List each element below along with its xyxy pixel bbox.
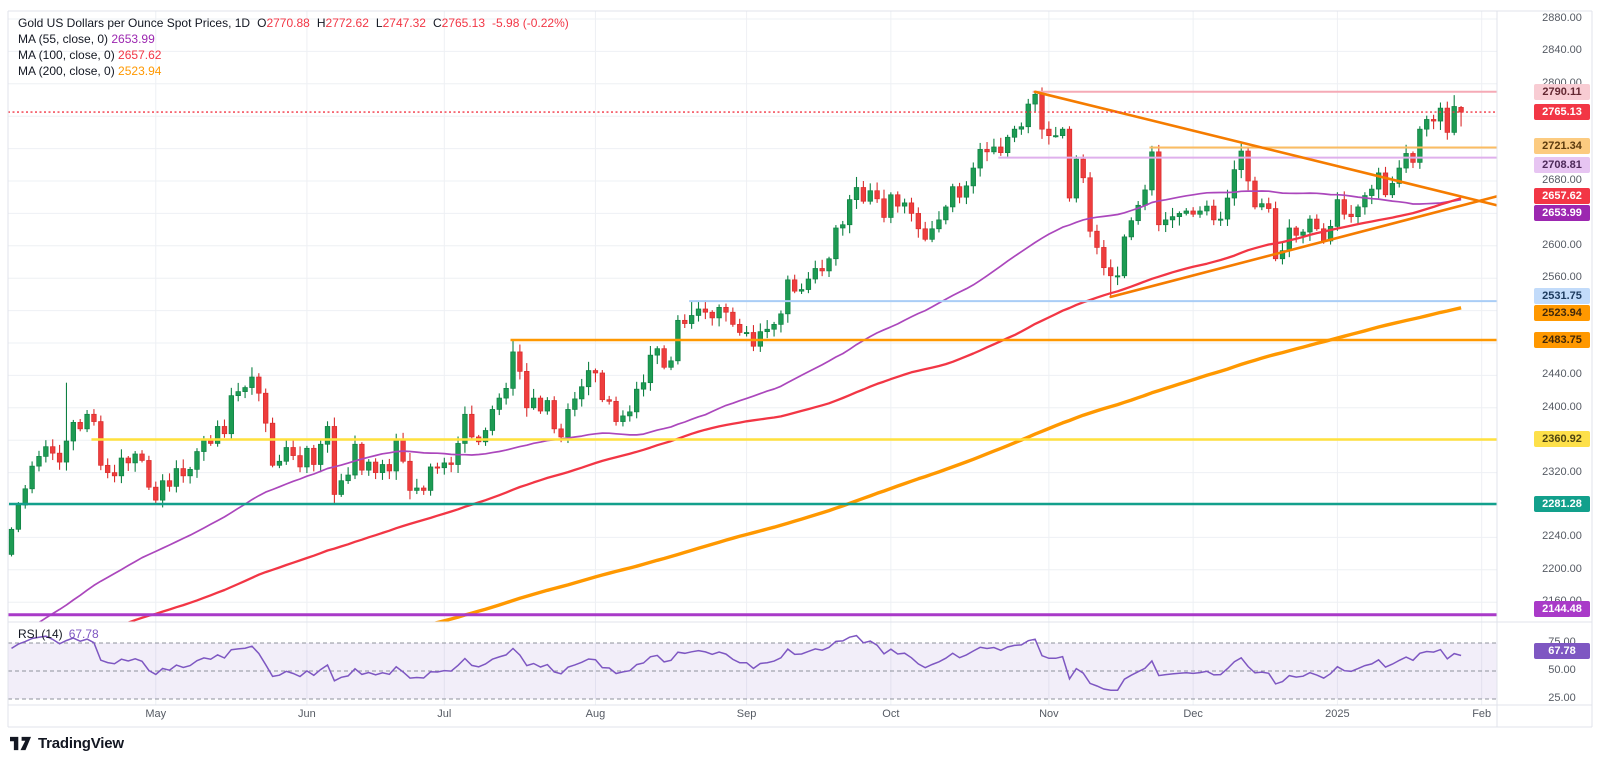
price-badge-level-2281.28: 2281.28	[1534, 495, 1590, 512]
price-tick-label: 2320.00	[1542, 465, 1582, 478]
time-tick-label: Oct	[882, 708, 900, 720]
rsi-tick-label: 50.00	[1548, 664, 1576, 676]
price-tick-label: 2240.00	[1542, 530, 1582, 543]
rsi-legend[interactable]: RSI (14) 67.78	[18, 627, 99, 641]
tradingview-logo-text: TradingView	[38, 735, 124, 752]
price-tick-label: 2680.00	[1542, 174, 1582, 186]
rsi-tick-label: 25.00	[1548, 692, 1576, 704]
price-badge-ma200: 2523.94	[1534, 305, 1590, 322]
ma200-line	[432, 306, 1462, 622]
time-tick-label: Sep	[736, 708, 757, 720]
ma-legend-value: 2653.99	[108, 32, 155, 46]
ma-legend-value: 2657.62	[114, 48, 162, 62]
price-tick-label: 2440.00	[1542, 368, 1582, 381]
ma-legend-label: MA (200, close, 0)	[18, 64, 115, 78]
symbol-legend: Gold US Dollars per Ounce Spot Prices, 1…	[18, 15, 569, 79]
price-badge-current: 2765.13	[1534, 104, 1590, 121]
price-badge-level-2721.34: 2721.34	[1534, 137, 1590, 154]
price-badge-level-2360.92: 2360.92	[1534, 431, 1590, 448]
open-value: 2770.88	[266, 16, 310, 30]
time-tick-label: 2025	[1325, 708, 1350, 720]
time-tick-label: Jun	[298, 708, 316, 720]
close-value: 2765.13	[441, 16, 486, 30]
ma-legend-row-3[interactable]: MA (200, close, 0) 2523.94	[18, 63, 569, 79]
time-tick-label: Dec	[1183, 708, 1203, 720]
time-axis[interactable]	[8, 706, 1497, 727]
time-tick-label: Jul	[437, 708, 452, 720]
time-tick-label: Aug	[585, 708, 606, 720]
price-badge-level-2483.75: 2483.75	[1534, 331, 1590, 348]
ma100-line	[126, 197, 1462, 622]
price-tick-label: 2880.00	[1542, 12, 1582, 24]
trendline-1[interactable]	[1033, 90, 1497, 207]
rsi-line	[11, 634, 1462, 691]
high-value: 2772.62	[325, 16, 369, 30]
change-value: -5.98 (-0.22%)	[492, 16, 569, 30]
rsi-label: RSI (14)	[18, 627, 63, 641]
ma-legend-label: MA (55, close, 0)	[18, 32, 109, 46]
rsi-value-badge: 67.78	[1534, 643, 1590, 660]
low-value: 2747.32	[382, 16, 426, 30]
candlestick-series[interactable]	[8, 87, 1464, 557]
rsi-value: 67.78	[68, 627, 99, 641]
price-badge-ma-2653.99: 2653.99	[1534, 205, 1590, 222]
price-badge-level-2790.11: 2790.11	[1534, 83, 1590, 100]
price-tick-label: 2400.00	[1542, 400, 1582, 413]
ma-legend-label: MA (100, close, 0)	[18, 48, 115, 62]
price-badge-level-2144.48: 2144.48	[1534, 600, 1590, 617]
ma-legend-value: 2523.94	[114, 64, 162, 78]
trendline-2[interactable]	[1109, 195, 1497, 299]
price-tick-label: 2600.00	[1542, 238, 1582, 251]
price-tick-label: 2200.00	[1542, 562, 1582, 575]
ma55-line	[38, 190, 1462, 622]
ma-lines	[38, 190, 1462, 622]
price-badge-ma-2657.62: 2657.62	[1534, 188, 1590, 205]
ma-legend-row-1[interactable]: MA (55, close, 0) 2653.99	[18, 31, 569, 47]
price-tick-label: 2560.00	[1542, 271, 1582, 284]
tradingview-logo[interactable]: TradingView	[10, 735, 124, 752]
price-badge-level-2708.81: 2708.81	[1534, 156, 1590, 173]
time-tick-label: May	[145, 708, 167, 720]
grid	[8, 11, 1497, 705]
tradingview-logo-icon	[10, 736, 31, 751]
price-badge-level-2531.75: 2531.75	[1534, 288, 1590, 305]
time-tick-label: Feb	[1472, 708, 1492, 720]
time-tick-label: Nov	[1039, 708, 1059, 720]
ma-legend-row-2[interactable]: MA (100, close, 0) 2657.62	[18, 47, 569, 63]
symbol-title: Gold US Dollars per Ounce Spot Prices, 1…	[18, 16, 251, 30]
price-tick-label: 2840.00	[1542, 44, 1582, 57]
symbol-legend-row[interactable]: Gold US Dollars per Ounce Spot Prices, 1…	[18, 16, 569, 30]
